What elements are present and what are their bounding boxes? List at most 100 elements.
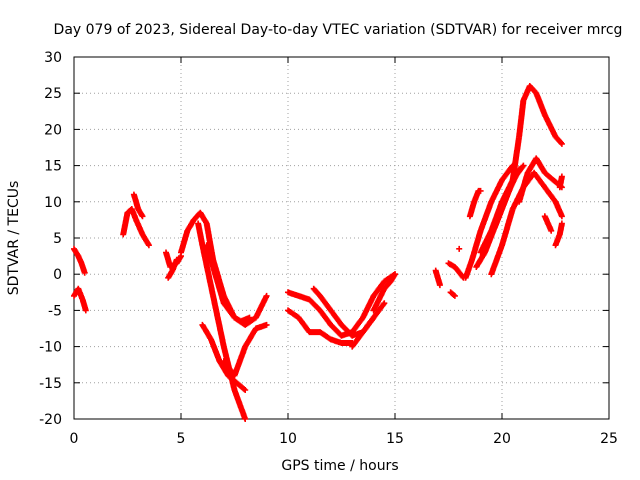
x-tick-label: 10 — [279, 431, 297, 447]
y-tick-label: -10 — [39, 340, 62, 356]
trace-12 — [285, 271, 398, 339]
data-point — [327, 307, 344, 327]
y-tick-label: 30 — [44, 50, 62, 66]
trace-2 — [71, 285, 89, 314]
data-point — [499, 207, 516, 249]
x-tick-label: 20 — [493, 431, 511, 447]
trace-8 — [195, 220, 249, 422]
data-point — [516, 98, 527, 140]
data-points — [71, 83, 565, 422]
data-point — [216, 358, 231, 378]
trace-13 — [285, 307, 356, 346]
data-point — [327, 321, 344, 338]
data-point — [225, 372, 239, 385]
data-point — [499, 178, 516, 205]
x-tick-label: 15 — [386, 431, 404, 447]
data-point — [349, 330, 366, 350]
data-point — [139, 231, 152, 249]
trace-10 — [199, 321, 249, 393]
x-tick-label: 0 — [70, 431, 79, 447]
data-point — [203, 242, 218, 276]
data-point — [317, 292, 333, 313]
x-axis-label: GPS time / hours — [281, 458, 398, 474]
data-point — [370, 279, 387, 299]
trace-15 — [349, 300, 388, 350]
data-point — [237, 314, 253, 325]
y-axis-ticks: -20 -15 -10 -5 0 5 10 15 20 25 30 — [39, 50, 609, 428]
trace-1 — [71, 245, 88, 276]
data-point — [526, 83, 539, 96]
data-point — [381, 279, 393, 292]
data-point — [135, 206, 146, 220]
data-point — [533, 155, 548, 175]
data-point — [285, 307, 301, 320]
trace-9 — [203, 242, 253, 325]
data-point — [220, 300, 237, 320]
data-point — [306, 296, 323, 313]
y-tick-label: 0 — [53, 267, 62, 283]
data-point — [208, 336, 222, 363]
data-point — [477, 229, 494, 256]
trace-30 — [556, 173, 565, 191]
chart-title: Day 079 of 2023, Sidereal Day-to-day VTE… — [54, 22, 623, 38]
data-point — [199, 321, 214, 342]
data-point — [488, 243, 505, 278]
data-point — [210, 292, 227, 349]
data-point — [556, 220, 565, 238]
y-tick-label: -20 — [39, 412, 62, 428]
y-tick-label: 15 — [44, 159, 62, 175]
data-point — [473, 250, 488, 270]
data-point — [462, 258, 475, 281]
trace-3 — [120, 206, 152, 249]
data-point — [456, 245, 463, 252]
trace-4 — [130, 191, 146, 220]
data-point — [552, 198, 565, 220]
y-tick-label: -15 — [39, 376, 62, 392]
trace-27 — [516, 155, 565, 205]
data-point — [242, 326, 259, 350]
data-point — [133, 216, 145, 237]
data-point — [79, 296, 89, 314]
data-point — [488, 200, 505, 234]
data-point — [231, 387, 249, 422]
data-point — [231, 344, 248, 379]
x-axis-ticks: 0 5 10 15 20 25 — [70, 57, 618, 447]
data-point — [432, 267, 443, 289]
data-point — [451, 264, 467, 281]
trace-20 — [456, 245, 463, 252]
data-point — [252, 321, 270, 332]
y-tick-label: 10 — [44, 195, 62, 211]
trace-16 — [370, 271, 398, 314]
data-point — [556, 173, 565, 191]
trace-21 — [466, 187, 484, 220]
data-point — [295, 314, 312, 334]
data-point — [212, 271, 227, 305]
data-point — [541, 184, 558, 204]
trace-19 — [447, 289, 458, 299]
data-point — [317, 307, 333, 327]
trace-6 — [165, 256, 180, 281]
x-tick-label: 25 — [600, 431, 618, 447]
data-point — [516, 171, 531, 205]
data-point — [477, 200, 494, 234]
y-tick-label: 20 — [44, 122, 62, 138]
data-point — [541, 111, 558, 139]
trace-17 — [432, 267, 443, 289]
data-point — [359, 315, 376, 336]
data-point — [338, 321, 355, 338]
data-point — [359, 294, 376, 321]
data-point — [252, 292, 270, 321]
data-point — [78, 260, 88, 276]
y-tick-label: 5 — [53, 231, 62, 247]
data-point — [475, 187, 484, 194]
data-point — [541, 213, 555, 234]
data-point — [387, 271, 398, 285]
trace-24 — [477, 162, 527, 256]
y-tick-label: 25 — [44, 86, 62, 102]
data-point — [310, 285, 323, 298]
x-tick-label: 5 — [177, 431, 186, 447]
y-tick-label: -5 — [48, 303, 62, 319]
data-point — [488, 178, 505, 205]
